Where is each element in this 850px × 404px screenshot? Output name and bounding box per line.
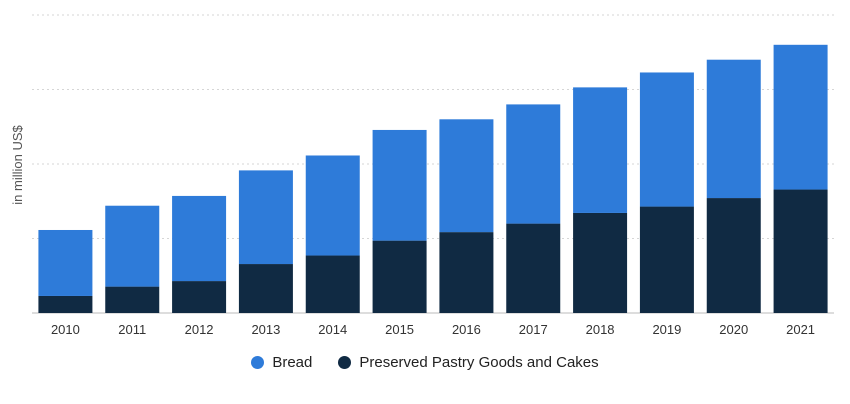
y-axis-label: in million US$: [10, 124, 25, 204]
bar-pastry-2011[interactable]: [105, 286, 160, 313]
bar-bread-2017[interactable]: [506, 104, 561, 224]
legend-item-bread[interactable]: Bread: [251, 354, 312, 371]
bar-pastry-2018[interactable]: [573, 212, 628, 313]
x-tick-label: 2011: [118, 322, 146, 337]
bar-pastry-2010[interactable]: [38, 295, 93, 313]
x-tick-label: 2020: [719, 322, 748, 337]
x-tick-label: 2014: [318, 322, 347, 337]
legend-item-pastry[interactable]: Preserved Pastry Goods and Cakes: [338, 354, 599, 371]
bar-pastry-2021[interactable]: [773, 189, 828, 313]
x-tick-label: 2017: [519, 322, 548, 337]
bar-bread-2019[interactable]: [639, 72, 694, 207]
bar-pastry-2014[interactable]: [305, 255, 360, 313]
bar-pastry-2012[interactable]: [172, 281, 227, 313]
legend-swatch: [251, 356, 265, 369]
x-tick-label: 2012: [185, 322, 214, 337]
bar-bread-2018[interactable]: [573, 87, 628, 213]
bar-bread-2020[interactable]: [706, 59, 761, 199]
x-tick-label: 2010: [51, 322, 80, 337]
bar-bread-2012[interactable]: [172, 195, 227, 282]
bar-bread-2021[interactable]: [773, 44, 828, 190]
x-tick-label: 2015: [385, 322, 414, 337]
legend-label: Preserved Pastry Goods and Cakes: [359, 354, 599, 371]
x-tick-label: 2021: [786, 322, 815, 337]
bar-bread-2013[interactable]: [238, 170, 293, 265]
bar-bread-2014[interactable]: [305, 155, 360, 256]
x-tick-label: 2018: [586, 322, 615, 337]
bar-bread-2011[interactable]: [105, 205, 160, 287]
bar-pastry-2019[interactable]: [639, 206, 694, 313]
legend-swatch: [338, 356, 352, 369]
bar-pastry-2016[interactable]: [439, 232, 494, 313]
x-tick-label: 2016: [452, 322, 481, 337]
bar-bread-2015[interactable]: [372, 129, 427, 241]
x-tick-label: 2019: [652, 322, 681, 337]
bar-bread-2010[interactable]: [38, 229, 93, 296]
bar-pastry-2013[interactable]: [238, 264, 293, 313]
bar-pastry-2015[interactable]: [372, 240, 427, 313]
bar-pastry-2020[interactable]: [706, 198, 761, 313]
bar-pastry-2017[interactable]: [506, 223, 561, 313]
legend: Bread Preserved Pastry Goods and Cakes: [0, 354, 850, 371]
legend-label: Bread: [272, 354, 313, 371]
bar-bread-2016[interactable]: [439, 119, 494, 233]
x-tick-label: 2013: [251, 322, 280, 337]
